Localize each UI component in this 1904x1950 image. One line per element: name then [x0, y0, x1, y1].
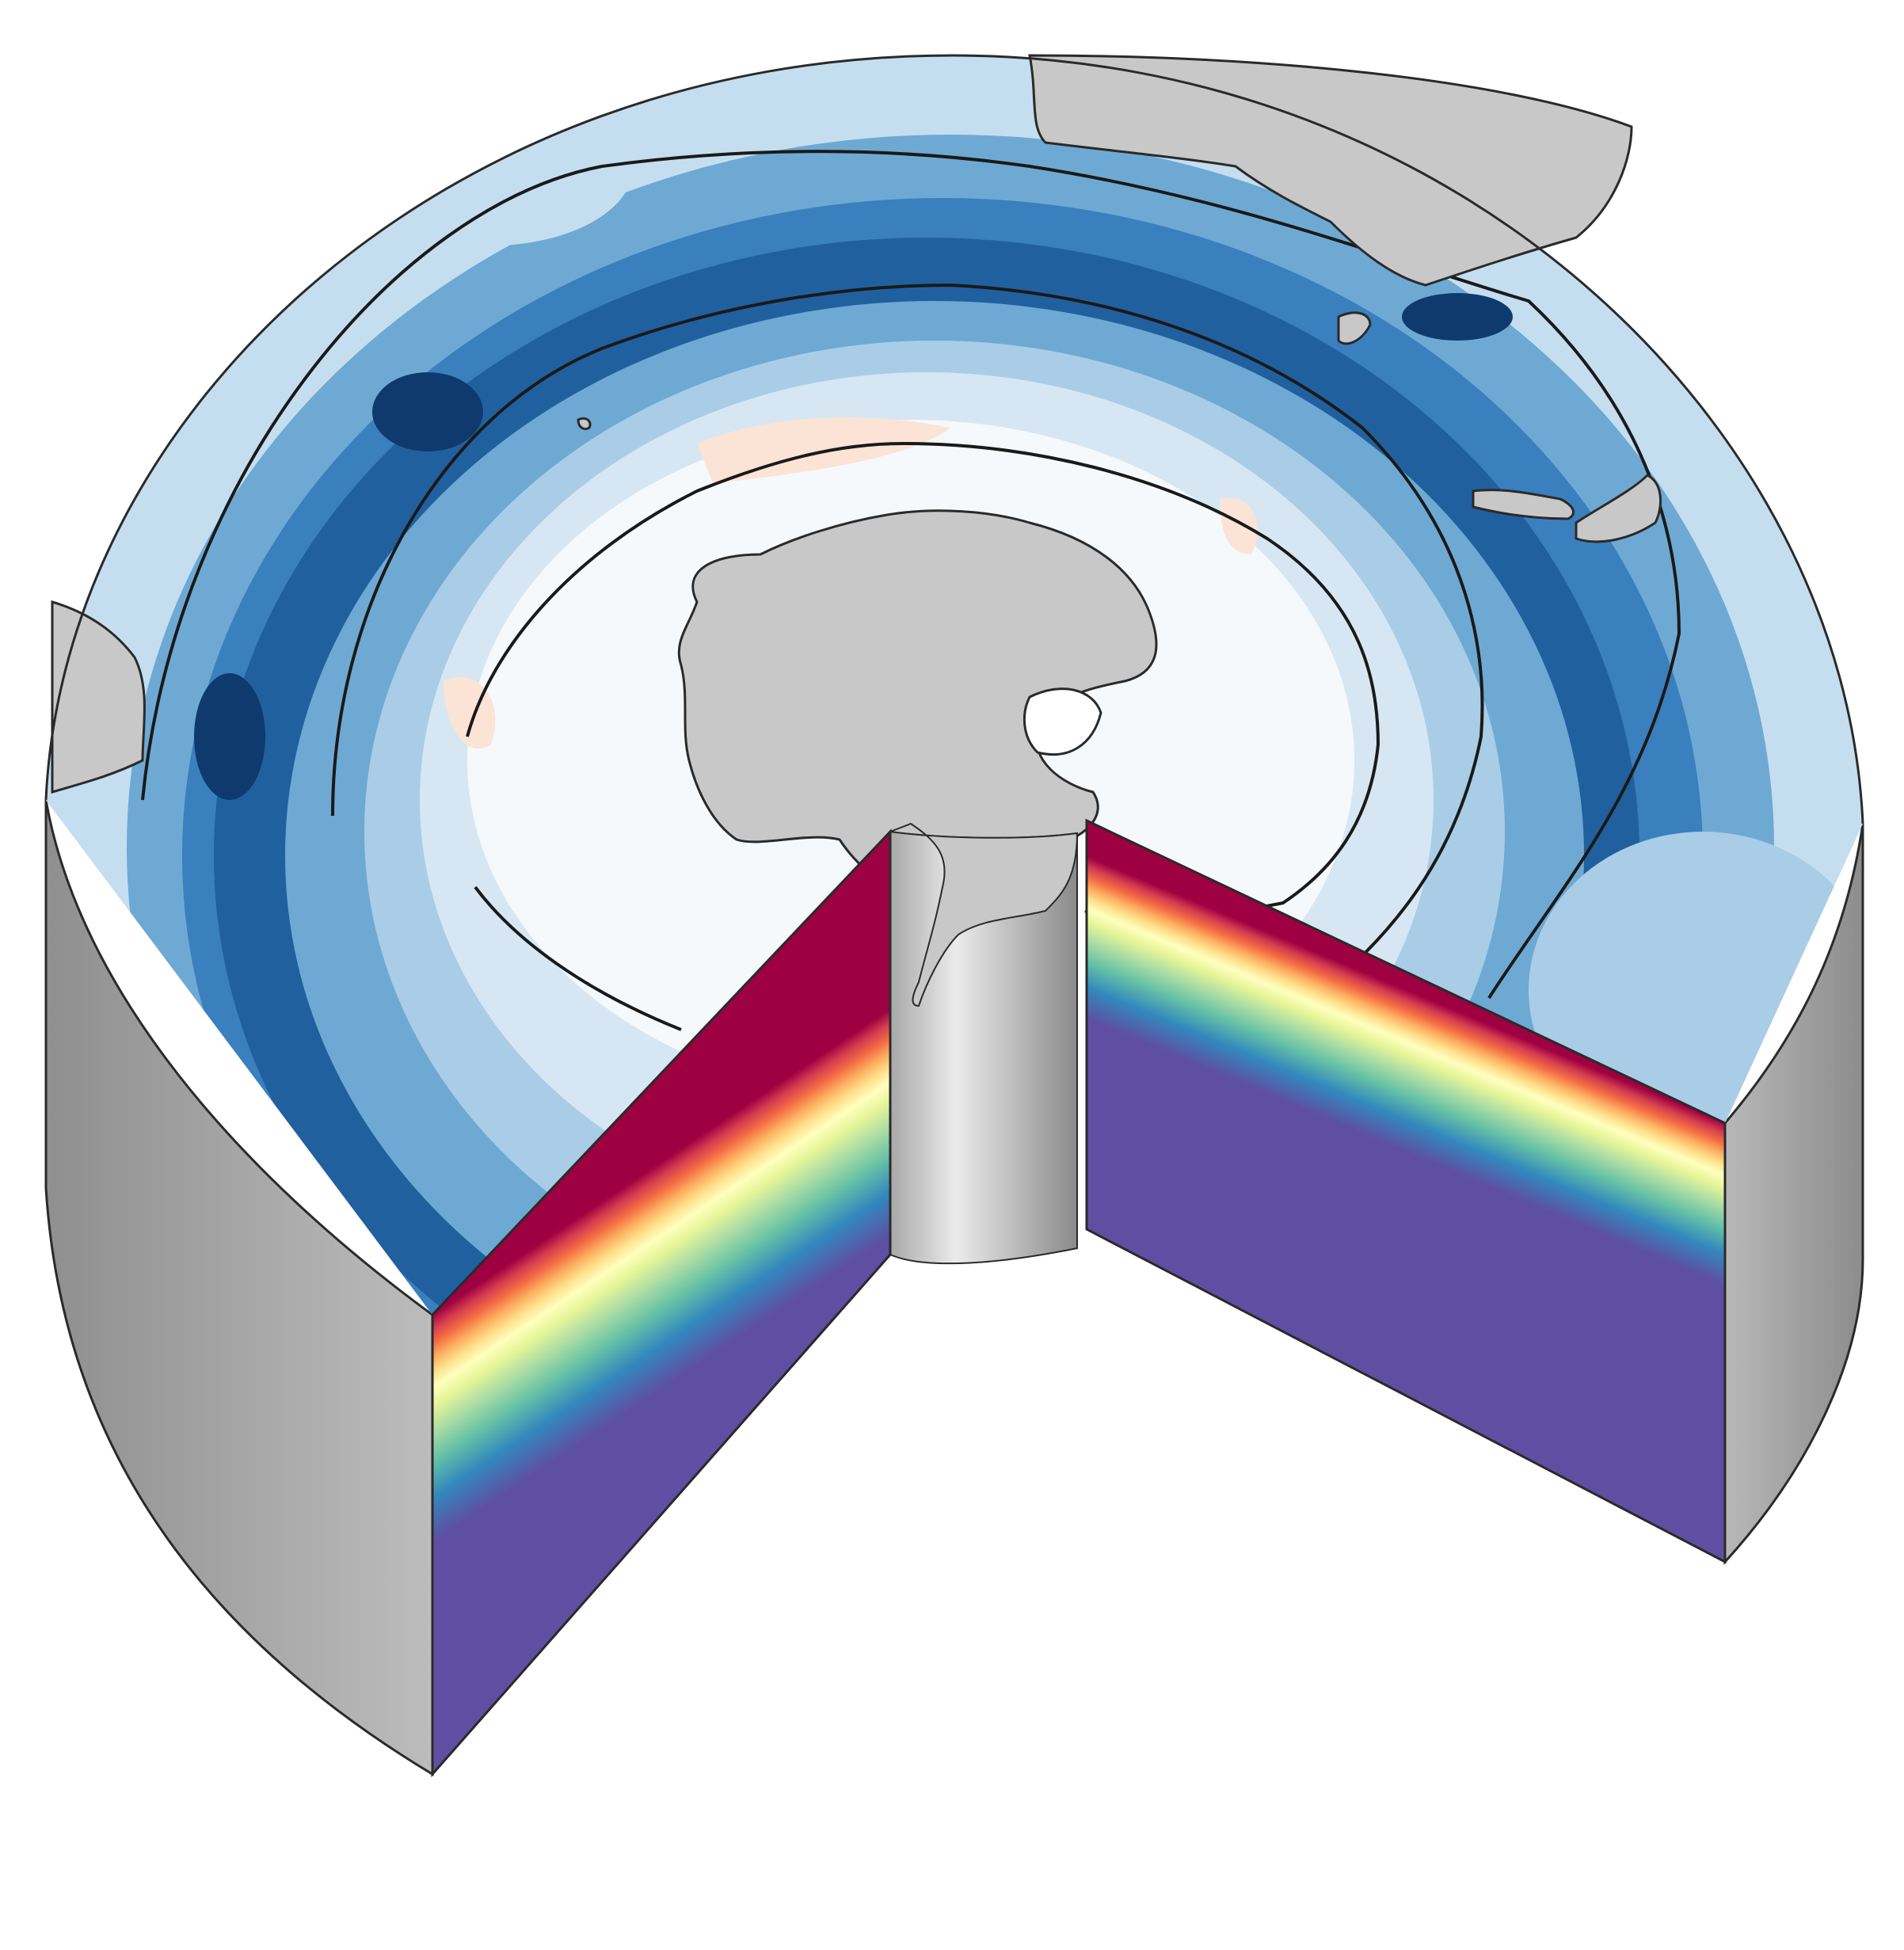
frontal-contours: [141, 150, 1681, 1047]
south-america-tip: [1028, 54, 1633, 287]
new-zealand-south: [1575, 474, 1662, 543]
africa-tip: [51, 600, 146, 794]
land-masses: [51, 54, 1662, 897]
darkest-eddy-2: [194, 673, 265, 800]
central-column: [889, 822, 1079, 1265]
positive-anomaly-patch-3: [1220, 497, 1258, 554]
southern-boundary-segment: [474, 885, 682, 1031]
antarctica: [677, 509, 1158, 897]
south-georgia-island: [1337, 311, 1372, 345]
pale-northwest-atlantic: [348, 87, 634, 246]
new-zealand-north: [1472, 489, 1575, 520]
subantarctic-front: [141, 150, 1681, 1000]
darkest-eddy-1: [372, 372, 483, 451]
cylinder-wall-right: [1723, 823, 1864, 1565]
cylinder-top-rim: [44, 54, 1864, 825]
ross-ice-shelf-gap: [1022, 687, 1102, 756]
southern-front: [466, 441, 1380, 921]
darkest-eddy-3: [1402, 293, 1513, 341]
kerguelen-island: [577, 417, 592, 431]
polar-front: [331, 283, 1484, 1047]
antarctic-peninsula-on-column: [889, 822, 1079, 1007]
left-section: [431, 828, 892, 1777]
right-section: [1085, 818, 1727, 1564]
